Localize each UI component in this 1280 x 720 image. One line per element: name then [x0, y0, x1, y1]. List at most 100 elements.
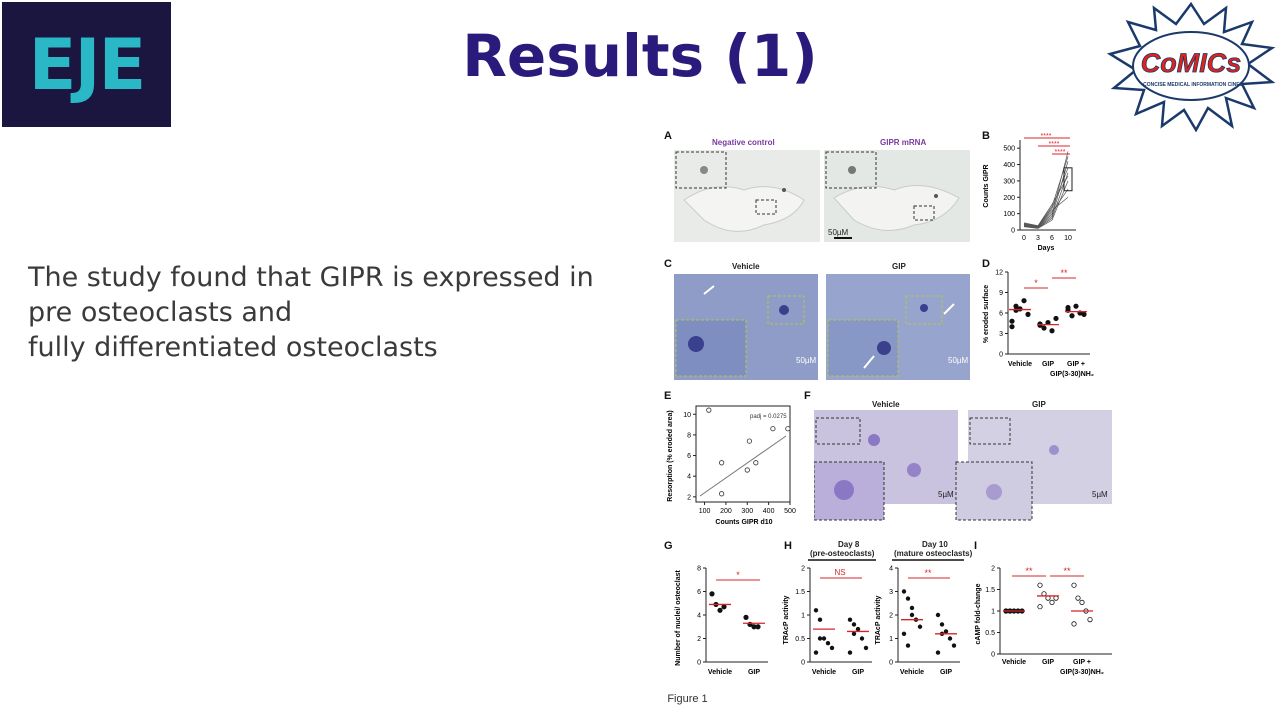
- h-data-point: [851, 622, 857, 627]
- e-data-point: [719, 491, 725, 497]
- data-point: [1073, 303, 1079, 309]
- panel-h-day8-sub: (pre-osteoclasts): [810, 549, 875, 558]
- b-x-tick-label: 6: [1050, 235, 1054, 242]
- e-data-point: [785, 426, 791, 432]
- panel-i-y-ticks: 0 0.5 1 1.5 2: [985, 566, 1000, 659]
- data-point: [1009, 324, 1015, 330]
- data-point: [1037, 582, 1043, 588]
- g-y-tick-label: 4: [697, 613, 701, 620]
- data-point: [1069, 313, 1075, 319]
- data-point: [709, 591, 715, 597]
- d-y-tick-label: 9: [999, 290, 1003, 297]
- panel-i-ylabel: cAMP fold-change: [975, 583, 982, 644]
- b-trace: [1023, 172, 1069, 229]
- panel-f-letter: F: [804, 390, 811, 402]
- data-point: [1017, 306, 1023, 312]
- h-data-point: [847, 650, 853, 655]
- panel-h-cat-4: GIP: [940, 669, 952, 676]
- h-data-point: [909, 605, 915, 611]
- panel-h-points: [813, 589, 957, 655]
- panel-a-micrograph: [674, 150, 970, 242]
- panel-d-chart: 0 3 6 9 12 * ** Vehicle GIP GIP + GIP(3-30)N…: [983, 268, 1094, 378]
- h8-y-tick-label: 0.5: [795, 636, 805, 643]
- panel-a-scale: 50µM: [828, 228, 849, 237]
- h-data-point: [901, 631, 907, 636]
- panel-d-cat-2: GIP: [1042, 361, 1054, 368]
- h-data-point: [947, 636, 953, 641]
- h10-y-tick-label: 4: [889, 566, 893, 573]
- panel-d-cat-1: Vehicle: [1008, 361, 1032, 368]
- b-y-tick-label: 100: [1003, 211, 1015, 218]
- d-y-tick-label: 6: [999, 311, 1003, 318]
- panel-f-right-label: GIP: [1032, 400, 1046, 409]
- panel-h-sig-left: NS: [834, 568, 845, 577]
- d-y-tick-label: 12: [995, 270, 1003, 277]
- data-point: [1021, 298, 1027, 304]
- panel-c-micrograph: [674, 274, 970, 380]
- panel-b-traces: [1023, 151, 1073, 229]
- panel-g-cat-1: Vehicle: [708, 669, 732, 676]
- data-point: [1065, 304, 1071, 311]
- g-y-tick-label: 2: [697, 636, 701, 643]
- slide-body: The study found that GIPR is expressed i…: [28, 260, 594, 365]
- panel-b-xlabel: Days: [1038, 245, 1055, 252]
- h10-y-tick-label: 3: [889, 589, 893, 596]
- data-point: [1049, 328, 1055, 334]
- b-y-tick-label: 300: [1003, 178, 1015, 185]
- i-y-tick-label: 0: [991, 652, 995, 659]
- h10-y-tick-label: 2: [889, 613, 893, 620]
- panel-c-scale-right: 50µM: [948, 356, 969, 365]
- panel-i-chart: 0 0.5 1 1.5 2 ** ** Vehicle GIP GIP + GIP(3-…: [975, 566, 1112, 676]
- panel-b-x-ticks: 0 3 6 10: [1022, 235, 1072, 242]
- h-data-point: [917, 624, 923, 629]
- h-data-point: [859, 636, 865, 641]
- h-data-point: [825, 641, 831, 646]
- b-trace: [1023, 197, 1069, 228]
- panel-f-micrograph: [814, 410, 1112, 521]
- h-data-point: [817, 617, 823, 622]
- panel-i-cat-1: Vehicle: [1002, 659, 1026, 666]
- data-point: [717, 607, 723, 613]
- b-trace: [1023, 188, 1069, 228]
- b-x-tick-label: 0: [1022, 235, 1026, 242]
- e-y-tick-label: 10: [683, 412, 691, 419]
- panel-a-left-label: Negative control: [712, 138, 775, 147]
- e-y-tick-label: 2: [687, 494, 691, 501]
- panel-b-chart: 0 100 200 300 400 500 0 3 6 10 **** **** **** Co…: [983, 133, 1076, 252]
- e-data-point: [706, 407, 712, 413]
- panel-c-right-label: GIP: [892, 262, 906, 271]
- h-data-point: [813, 650, 819, 655]
- h8-y-tick-label: 1: [801, 613, 805, 620]
- panel-h-y-ticks: 0 0.5 1 1.5 2 0 1 2 3 4: [795, 566, 898, 667]
- data-point: [1071, 621, 1077, 627]
- panel-h-cat-2: GIP: [852, 669, 864, 676]
- h8-y-tick-label: 0: [801, 660, 805, 667]
- panel-h-letter: H: [784, 540, 792, 552]
- data-point: [721, 604, 727, 610]
- i-y-tick-label: 1: [991, 609, 995, 616]
- b-trace: [1023, 167, 1069, 227]
- panel-i-points: [1003, 582, 1093, 627]
- panel-f-left-label: Vehicle: [872, 400, 900, 409]
- comics-logo: CoMICs CONCISE MEDICAL INFORMATION CINES: [1106, 2, 1276, 132]
- panel-h-cat-3: Vehicle: [900, 669, 924, 676]
- e-data-point: [770, 426, 776, 432]
- b-trace: [1023, 156, 1069, 227]
- h-data-point: [935, 650, 941, 655]
- panel-b-sig-1: ****: [1041, 133, 1052, 140]
- panel-i-cat-4: GIP(3-30)NH₂: [1060, 669, 1104, 676]
- panel-h-day8: Day 8: [838, 540, 860, 549]
- h-data-point: [851, 631, 857, 636]
- slide-title: Results (1): [462, 22, 818, 90]
- panel-e-xlabel: Counts GIPR d10: [715, 519, 772, 526]
- e-x-tick-label: 300: [741, 508, 753, 515]
- data-point: [1049, 599, 1055, 606]
- g-y-tick-label: 8: [697, 566, 701, 573]
- e-y-tick-label: 8: [687, 432, 691, 439]
- panel-a-right-label: GIPR mRNA: [880, 138, 927, 147]
- data-point: [1041, 325, 1047, 331]
- panel-h-sig-right: **: [924, 568, 932, 578]
- data-point: [1071, 582, 1077, 588]
- panel-b-y-ticks: 0 100 200 300 400 500: [1003, 146, 1020, 235]
- body-line-3: fully differentiated osteoclasts: [28, 332, 438, 363]
